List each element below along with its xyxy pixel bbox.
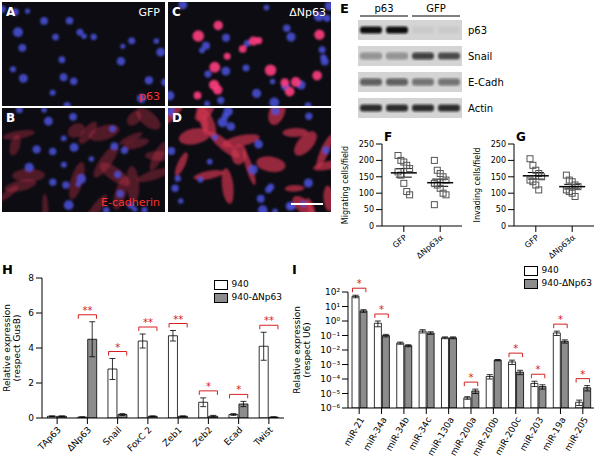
svg-text:0: 0: [28, 413, 34, 423]
svg-text:p63: p63: [139, 90, 160, 103]
svg-text:miR-34b: miR-34b: [383, 415, 412, 453]
svg-text:2: 2: [28, 378, 34, 388]
svg-text:miR-200a: miR-200a: [448, 415, 479, 458]
svg-text:200: 200: [359, 156, 374, 165]
svg-text:*: *: [236, 384, 241, 395]
svg-text:GFP: GFP: [139, 6, 161, 19]
svg-text:*: *: [379, 304, 384, 315]
svg-text:miR-34a: miR-34a: [361, 415, 389, 453]
svg-text:100: 100: [491, 189, 506, 198]
svg-text:250: 250: [491, 140, 506, 149]
svg-text:miR-205: miR-205: [563, 415, 590, 453]
svg-text:*: *: [513, 343, 518, 354]
svg-text:*: *: [115, 342, 120, 353]
svg-text:*: *: [536, 364, 541, 375]
svg-text:**: **: [173, 314, 183, 325]
svg-text:10⁻⁴: 10⁻⁴: [320, 374, 340, 384]
svg-text:D: D: [172, 111, 182, 125]
svg-text:8: 8: [28, 273, 34, 283]
svg-text:4: 4: [28, 343, 34, 353]
svg-text:10¹: 10¹: [325, 302, 340, 312]
svg-text:G: G: [516, 130, 526, 144]
svg-text:10⁻³: 10⁻³: [320, 360, 340, 370]
svg-text:10²: 10²: [325, 287, 340, 297]
html-text:940-ΔNp63: 940-ΔNp63: [231, 292, 282, 302]
svg-text:Twist: Twist: [251, 425, 275, 449]
svg-text:ΔNp63: ΔNp63: [289, 6, 326, 19]
svg-text:50: 50: [364, 205, 374, 214]
svg-text:F: F: [384, 130, 392, 144]
svg-text:**: **: [82, 305, 92, 316]
svg-text:miR-130a: miR-130a: [425, 415, 456, 458]
svg-text:Snail: Snail: [468, 51, 492, 62]
svg-text:E-cadherin: E-cadherin: [101, 196, 160, 209]
svg-text:Relative expression(respect Gu: Relative expression(respect GusB): [2, 304, 22, 392]
html-text:940: 940: [231, 279, 249, 289]
svg-text:250: 250: [359, 140, 374, 149]
svg-text:Ecad: Ecad: [222, 425, 245, 448]
svg-text:miR-34c: miR-34c: [406, 415, 434, 453]
svg-text:GFP: GFP: [391, 233, 409, 250]
svg-text:*: *: [580, 369, 585, 380]
svg-text:0: 0: [501, 222, 506, 231]
svg-text:**: **: [264, 315, 274, 326]
svg-text:ΔNp63: ΔNp63: [65, 425, 93, 453]
svg-text:6: 6: [28, 308, 34, 318]
svg-text:miR-203: miR-203: [517, 415, 546, 453]
svg-text:50: 50: [496, 205, 506, 214]
svg-text:GFP: GFP: [426, 3, 446, 14]
svg-text:miR-200c: miR-200c: [493, 415, 523, 457]
svg-text:10⁻⁶: 10⁻⁶: [320, 403, 340, 413]
svg-text:10⁰: 10⁰: [325, 316, 340, 326]
svg-text:miR-200b: miR-200b: [470, 415, 501, 458]
svg-text:200: 200: [491, 156, 506, 165]
svg-text:TAp63: TAp63: [35, 425, 63, 453]
svg-text:E: E: [340, 1, 349, 16]
svg-text:Actin: Actin: [468, 103, 493, 114]
svg-text:Invading cells/field: Invading cells/field: [473, 148, 482, 223]
svg-text:FoxC 2: FoxC 2: [125, 425, 153, 453]
svg-text:C: C: [172, 5, 181, 19]
svg-text:ΔNp63α: ΔNp63α: [415, 233, 445, 260]
svg-text:H: H: [2, 262, 13, 277]
svg-text:A: A: [6, 5, 16, 19]
svg-text:ΔNp63α: ΔNp63α: [547, 233, 577, 260]
svg-text:*: *: [357, 278, 362, 289]
svg-text:E-Cadh: E-Cadh: [468, 77, 504, 88]
svg-text:miR-19a: miR-19a: [540, 415, 568, 453]
svg-text:100: 100: [359, 189, 374, 198]
svg-text:150: 150: [491, 173, 506, 182]
svg-text:B: B: [6, 111, 15, 125]
svg-text:Relative expression(respect U6: Relative expression(respect U6): [292, 306, 312, 394]
html-text:940: 940: [541, 265, 559, 275]
svg-text:p63: p63: [374, 3, 393, 14]
svg-text:Migrating cells/field: Migrating cells/field: [341, 146, 350, 224]
svg-text:Zeb2: Zeb2: [191, 425, 214, 448]
svg-text:0: 0: [369, 222, 374, 231]
svg-text:*: *: [558, 314, 563, 325]
svg-text:**: **: [143, 317, 153, 328]
svg-text:*: *: [206, 381, 211, 392]
svg-text:10⁻²: 10⁻²: [320, 345, 340, 355]
svg-text:*: *: [469, 372, 474, 383]
svg-text:miR-21: miR-21: [342, 415, 367, 448]
html-text:940-ΔNp63: 940-ΔNp63: [541, 278, 592, 288]
svg-text:p63: p63: [468, 25, 487, 36]
svg-text:10⁻¹: 10⁻¹: [320, 331, 340, 341]
svg-text:GFP: GFP: [523, 233, 541, 250]
svg-text:I: I: [292, 262, 297, 277]
svg-text:Snail: Snail: [101, 425, 124, 448]
svg-text:Zeb1: Zeb1: [161, 425, 184, 448]
svg-text:150: 150: [359, 173, 374, 182]
svg-text:10⁻⁵: 10⁻⁵: [320, 389, 340, 399]
